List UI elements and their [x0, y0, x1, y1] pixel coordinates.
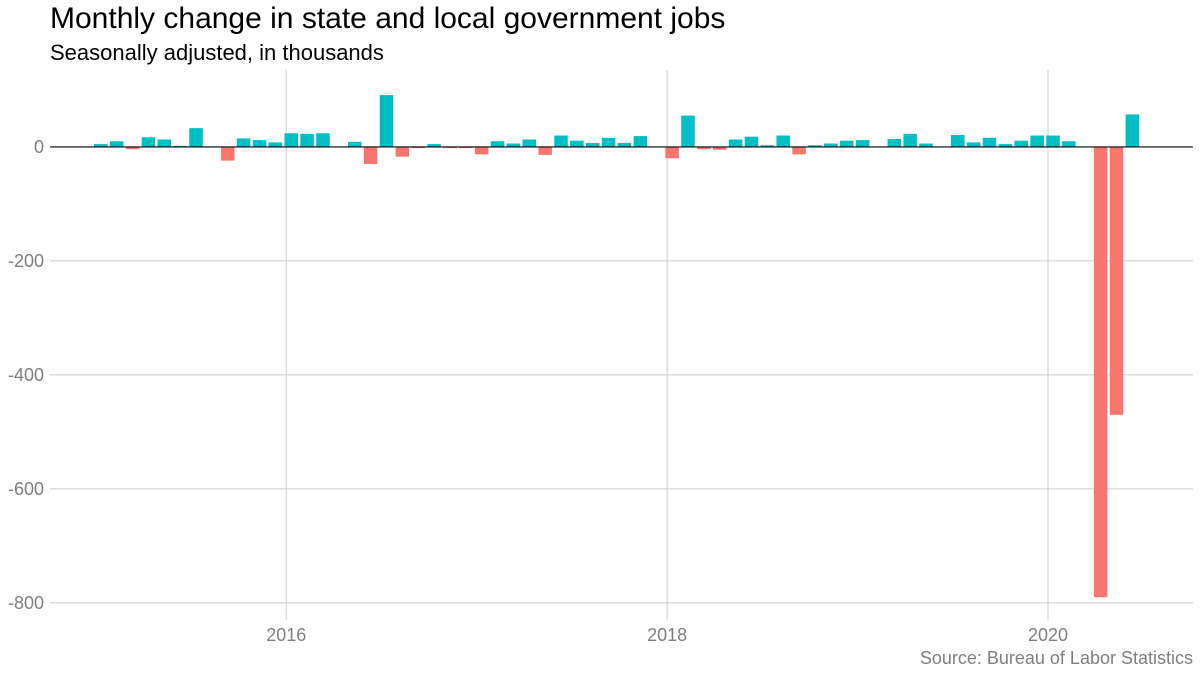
bar — [919, 143, 933, 147]
bar — [633, 136, 648, 147]
x-tick-label: 2018 — [647, 625, 687, 645]
bar — [363, 146, 378, 165]
bar — [839, 140, 854, 147]
x-tick-label: 2016 — [266, 625, 306, 645]
bar — [586, 142, 600, 147]
y-tick-label: 0 — [34, 137, 44, 157]
bar — [506, 143, 521, 147]
bar — [982, 137, 997, 147]
bar — [855, 140, 870, 147]
bar — [474, 146, 489, 155]
bar — [998, 144, 1013, 147]
bar — [141, 137, 156, 147]
bar — [570, 140, 584, 147]
bar — [697, 146, 711, 150]
bar — [903, 133, 917, 147]
bar — [601, 137, 616, 147]
y-tick-label: -400 — [8, 365, 44, 385]
bar — [221, 146, 235, 161]
bar — [1125, 114, 1140, 147]
grid-lines — [50, 70, 1193, 620]
bar — [268, 142, 283, 147]
bar — [951, 134, 965, 147]
chart-title: Monthly change in state and local govern… — [50, 2, 726, 35]
bar — [284, 133, 298, 147]
bar — [617, 142, 632, 147]
bar — [157, 139, 172, 147]
y-tick-label: -600 — [8, 479, 44, 499]
bar — [300, 133, 314, 147]
bar — [808, 145, 822, 147]
bar — [760, 145, 775, 147]
chart-subtitle: Seasonally adjusted, in thousands — [50, 40, 384, 65]
bar — [109, 141, 124, 147]
bar — [966, 142, 981, 147]
bar — [316, 133, 330, 147]
bar — [554, 135, 568, 147]
bar — [379, 95, 394, 147]
bar — [665, 146, 679, 159]
bar — [681, 115, 695, 147]
bar — [252, 140, 267, 147]
bar — [395, 146, 410, 157]
bar — [1109, 146, 1124, 415]
bar — [236, 138, 251, 147]
bars — [50, 95, 1193, 598]
bar — [94, 144, 108, 147]
bar — [712, 146, 727, 150]
source-note: Source: Bureau of Labor Statistics — [919, 648, 1193, 668]
bar — [728, 139, 743, 147]
bar — [189, 128, 203, 147]
bar — [1062, 141, 1076, 147]
bar — [1014, 140, 1029, 147]
bar — [1046, 135, 1060, 147]
bar — [1093, 146, 1108, 598]
bar — [522, 139, 537, 147]
bar — [744, 136, 759, 147]
bar — [792, 146, 806, 155]
y-tick-label: -800 — [8, 593, 44, 613]
bar — [427, 144, 441, 147]
bar — [1030, 135, 1044, 147]
axis-labels: 0 -200 -400 -600 -800 2016 2018 2020 — [8, 137, 1068, 645]
bar — [347, 141, 362, 147]
bar — [125, 146, 140, 150]
x-tick-label: 2020 — [1028, 625, 1068, 645]
bar — [824, 143, 838, 147]
y-tick-label: -200 — [8, 251, 44, 271]
bar — [776, 135, 790, 147]
bar — [490, 141, 505, 147]
bar — [887, 138, 902, 147]
bar — [538, 146, 552, 155]
